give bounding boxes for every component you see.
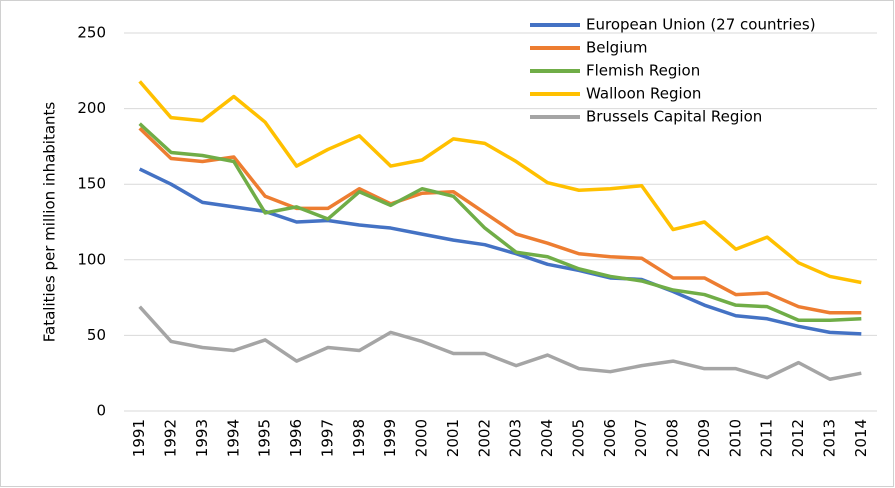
series-line	[138, 122, 862, 323]
x-tick-label: 2012	[789, 419, 807, 457]
x-tick-label: 2014	[852, 419, 870, 457]
x-tick-label: 2003	[507, 419, 525, 457]
x-tick-label: 2002	[475, 419, 493, 457]
x-tick-label: 1994	[224, 419, 242, 457]
y-axis-label: Fatalities per million inhabitants	[41, 102, 59, 343]
x-tick-label: 1997	[318, 419, 336, 457]
x-tick-label: 2004	[538, 419, 556, 457]
series-line	[138, 80, 862, 285]
x-tick-label: 1993	[193, 419, 211, 457]
y-tick-label: 150	[77, 175, 106, 193]
x-tick-label: 2010	[726, 419, 744, 457]
x-tick-label: 1995	[256, 419, 274, 457]
x-tick-label: 1992	[162, 419, 180, 457]
legend-label: Flemish Region	[586, 62, 700, 80]
y-tick-label: 50	[87, 326, 106, 344]
x-tick-label: 2011	[758, 419, 776, 457]
x-tick-label: 2009	[695, 419, 713, 457]
y-tick-label: 100	[77, 250, 106, 268]
series-line	[138, 126, 862, 315]
legend-label: European Union (27 countries)	[586, 16, 816, 34]
y-tick-label: 200	[77, 99, 106, 117]
x-tick-label: 2008	[664, 419, 682, 457]
legend-label: Walloon Region	[586, 85, 701, 103]
x-tick-label: 2013	[820, 419, 838, 457]
x-tick-label: 1991	[130, 419, 148, 457]
series-line	[138, 167, 862, 336]
y-tick-label: 0	[96, 402, 106, 420]
x-tick-label: 1999	[381, 419, 399, 457]
y-tick-label: 250	[77, 24, 106, 42]
x-tick-label: 1998	[350, 419, 368, 457]
legend-label: Brussels Capital Region	[586, 108, 762, 126]
x-tick-label: 2001	[444, 419, 462, 457]
x-tick-label: 2007	[632, 419, 650, 457]
series-line	[138, 305, 862, 381]
x-tick-label: 2005	[569, 419, 587, 457]
x-tick-label: 2000	[413, 419, 431, 457]
x-tick-label: 1996	[287, 419, 305, 457]
legend-label: Belgium	[586, 39, 648, 57]
x-tick-label: 2006	[601, 419, 619, 457]
